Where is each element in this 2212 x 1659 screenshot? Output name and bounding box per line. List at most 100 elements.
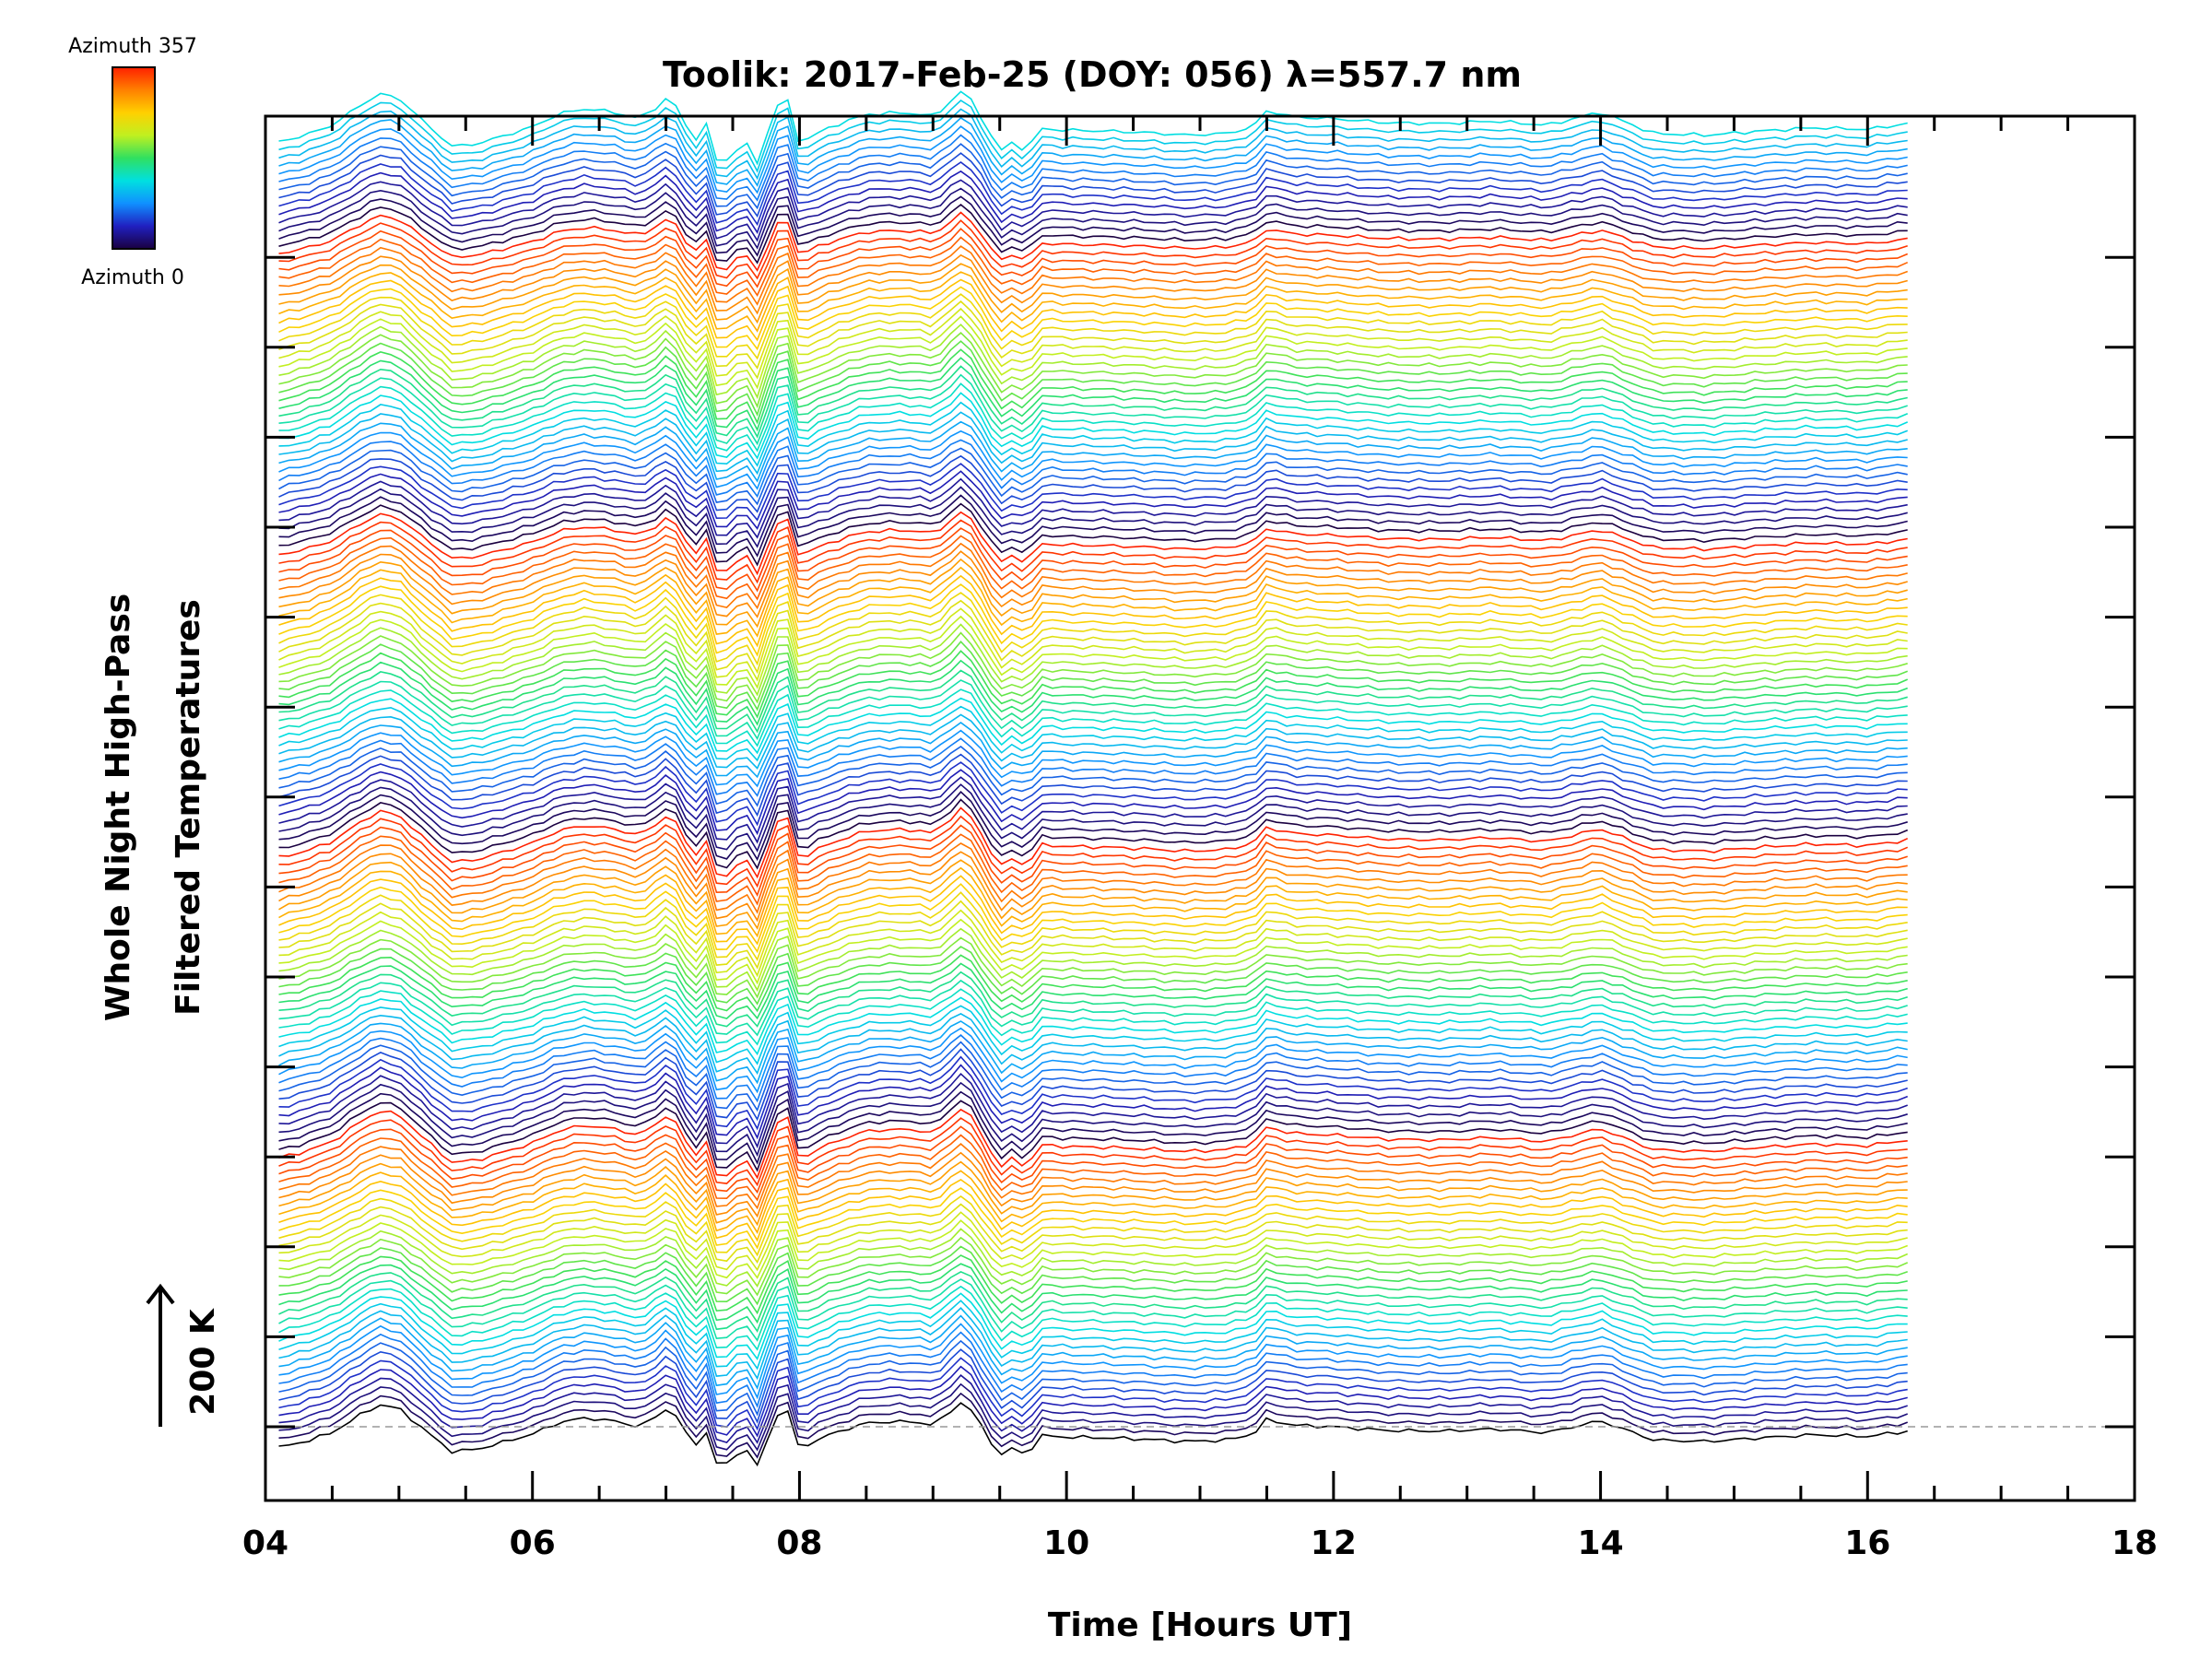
- series-trace-75: [278, 776, 1908, 844]
- series-trace-121: [278, 392, 1909, 460]
- series-trace-123: [278, 373, 1908, 446]
- series-trace-103: [278, 542, 1908, 610]
- series-trace-9: [278, 1323, 1908, 1400]
- series-trace-100: [278, 566, 1908, 638]
- series-trace-126: [278, 348, 1908, 425]
- series-trace-145: [278, 195, 1908, 257]
- scale-bar: 200 K: [146, 1283, 222, 1427]
- series-trace-143: [278, 211, 1908, 272]
- series-trace-150: [278, 152, 1908, 218]
- series-trace-63: [278, 875, 1908, 946]
- series-trace-81: [278, 729, 1908, 788]
- series-trace-127: [278, 340, 1908, 418]
- series-trace-48: [278, 1005, 1908, 1065]
- x-tick-label: 06: [510, 1524, 556, 1562]
- x-tick-label: 10: [1043, 1524, 1089, 1562]
- x-tick-label: 16: [1844, 1524, 1890, 1562]
- series-trace-21: [278, 1228, 1909, 1288]
- series-trace-102: [278, 550, 1908, 618]
- series-trace-125: [278, 357, 1908, 432]
- series-trace-154: [278, 116, 1908, 187]
- colorbar-top-label: Azimuth 357: [68, 35, 197, 58]
- series-trace-105: [278, 527, 1908, 593]
- series-trace-144: [278, 203, 1908, 265]
- series-trace-0: [278, 1402, 1908, 1467]
- series-trace-151: [278, 143, 1908, 210]
- colorbar-gradient: [112, 66, 156, 250]
- series-trace-40: [278, 1064, 1908, 1140]
- y-axis-label-line1: Whole Night High-Pass: [100, 594, 137, 1021]
- series-trace-93: [278, 623, 1908, 697]
- colorbar-bottom-label: Azimuth 0: [81, 266, 184, 289]
- series-trace-33: [278, 1125, 1908, 1194]
- x-tick-labels: 04 06 08 10 12 14 16 18: [242, 1524, 2158, 1562]
- series-trace-64: [278, 866, 1908, 938]
- series-trace-3: [278, 1373, 1908, 1444]
- series-trace-90: [278, 650, 1909, 719]
- series-trace-12: [278, 1300, 1908, 1371]
- series-trace-84: [278, 705, 1908, 762]
- series-trace-82: [278, 722, 1908, 779]
- series-trace-108: [278, 502, 1908, 567]
- x-tick-label: 18: [2112, 1524, 2158, 1562]
- series-trace-54: [278, 954, 1908, 1013]
- series-trace-67: [278, 842, 1908, 914]
- series-trace-69: [278, 824, 1908, 898]
- series-trace-2: [278, 1382, 1908, 1452]
- series-trace-19: [278, 1245, 1908, 1306]
- series-trace-130: [278, 315, 1908, 390]
- series-trace-8: [278, 1331, 1908, 1408]
- scale-bar-arrow-head: [146, 1283, 175, 1305]
- series-trace-60: [278, 900, 1908, 970]
- series-trace-72: [278, 798, 1909, 870]
- series-trace-106: [278, 519, 1908, 584]
- colorbar: Azimuth 357 Azimuth 0: [68, 35, 197, 289]
- series-trace-74: [278, 783, 1908, 853]
- series-trace-57: [278, 927, 1908, 993]
- series-trace-61: [278, 891, 1908, 961]
- series-trace-28: [278, 1170, 1908, 1235]
- series-trace-91: [278, 640, 1908, 712]
- series-trace-59: [278, 909, 1908, 978]
- series-trace-89: [278, 659, 1908, 726]
- series-trace-85: [278, 697, 1908, 755]
- series-trace-131: [278, 307, 1908, 380]
- series-trace-43: [278, 1041, 1908, 1112]
- series-trace-129: [278, 324, 1908, 399]
- series-trace-17: [278, 1263, 1908, 1324]
- series-trace-107: [278, 511, 1908, 576]
- x-tick-label: 12: [1311, 1524, 1357, 1562]
- series-trace-87: [278, 679, 1908, 741]
- series-trace-96: [278, 599, 1908, 675]
- series-trace-45: [278, 1027, 1908, 1094]
- series-trace-25: [278, 1195, 1908, 1257]
- series-trace-98: [278, 583, 1908, 657]
- scale-bar-label: 200 K: [184, 1308, 222, 1416]
- series-trace-49: [278, 996, 1908, 1056]
- series-trace-79: [278, 746, 1908, 807]
- series-trace-110: [278, 486, 1908, 548]
- series-trace-117: [278, 429, 1908, 490]
- series-trace-13: [278, 1292, 1908, 1360]
- series-trace-104: [278, 535, 1908, 601]
- series-trace-15: [278, 1278, 1908, 1342]
- series-trace-16: [278, 1271, 1908, 1333]
- series-trace-94: [278, 615, 1908, 689]
- series-trace-14: [278, 1285, 1908, 1351]
- series-trace-88: [278, 669, 1908, 734]
- series-trace-47: [278, 1012, 1908, 1076]
- series-trace-92: [278, 631, 1908, 704]
- series-trace-111: [278, 477, 1908, 539]
- series-trace-113: [278, 463, 1908, 522]
- series-trace-36: [278, 1100, 1908, 1172]
- series-trace-55: [278, 946, 1908, 1006]
- series-trace-155: [278, 108, 1908, 181]
- series-trace-148: [278, 170, 1908, 234]
- series-trace-120: [278, 401, 1908, 467]
- series-trace-23: [278, 1211, 1908, 1272]
- series-trace-147: [278, 179, 1908, 242]
- series-trace-128: [278, 332, 1908, 408]
- series-trace-99: [278, 574, 1908, 648]
- series-trace-38: [278, 1081, 1908, 1158]
- x-tick-label: 08: [776, 1524, 822, 1562]
